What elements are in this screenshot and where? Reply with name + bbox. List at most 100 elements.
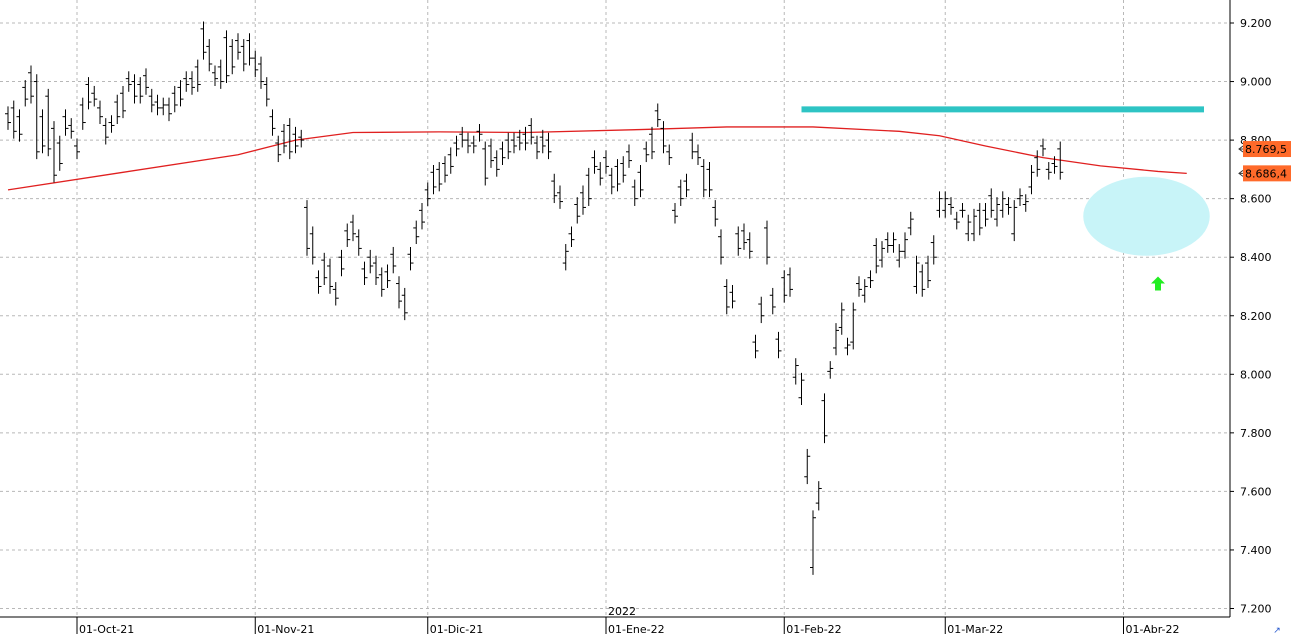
ohlc-bar — [212, 65, 218, 86]
ohlc-bar — [568, 226, 575, 247]
ohlc-bar — [867, 270, 874, 288]
ohlc-bar — [200, 21, 207, 60]
ohlc-bar — [68, 118, 75, 139]
ohlc-bar — [815, 481, 822, 511]
ohlc-bar — [913, 255, 920, 294]
ohlc-bar — [838, 302, 845, 335]
x-axis-labels: 01-Oct-21 01-Nov-21 01-Dic-21 01-Ene-22 2022… — [79, 605, 1180, 636]
ohlc-bar — [321, 252, 328, 286]
ohlc-bar — [390, 246, 397, 274]
ohlc-bar — [1051, 156, 1058, 174]
ohlc-bar — [746, 232, 753, 259]
ohlc-bar — [183, 71, 190, 92]
ohlc-bar — [539, 129, 546, 154]
ohlc-bar — [125, 71, 132, 92]
up-arrow-icon — [1151, 276, 1165, 291]
ohlc-bar — [235, 33, 241, 60]
ohlc-bar — [810, 510, 816, 575]
ohlc-bar — [373, 255, 379, 286]
ohlc-bar — [919, 264, 926, 297]
ohlc-bar — [994, 197, 1000, 227]
ohlc-bar — [223, 30, 230, 84]
ohlc-bar — [79, 97, 86, 130]
ohlc-bar — [177, 80, 184, 107]
ohlc-bar — [879, 241, 885, 268]
ohlc-bar — [597, 162, 604, 186]
ohlc-bar — [545, 132, 552, 160]
ohlc-bar — [930, 235, 937, 265]
ohlc-bar — [873, 238, 880, 274]
ohlc-bar — [378, 267, 385, 297]
ohlc-bar — [764, 220, 770, 265]
ohlc-bar — [1028, 164, 1035, 195]
ohlc-bar — [453, 135, 460, 157]
ohlc-bar — [459, 126, 466, 148]
ohlc-bar — [562, 244, 569, 271]
y-axis-labels: 9.2009.0008.8008.6008.4008.2008.0007.800… — [1240, 17, 1272, 616]
ohlc-bar — [470, 135, 477, 154]
ohlc-bar — [419, 203, 425, 230]
ohlc-bar — [626, 144, 632, 168]
ohlc-bar — [654, 103, 661, 127]
moving-average-layer — [7, 126, 1187, 191]
x-tick-label: 01-Mar-22 — [947, 623, 1003, 636]
y-tick-label: 9.000 — [1240, 76, 1272, 89]
ohlc-bar — [367, 249, 374, 274]
ohlc-bar — [976, 203, 983, 236]
ohlc-bar — [85, 77, 92, 110]
ohlc-bar — [39, 109, 46, 154]
ohlc-bar — [114, 94, 121, 124]
year-label: 2022 — [608, 605, 636, 618]
price-bars — [5, 21, 1064, 575]
ohlc-bar — [1040, 138, 1046, 157]
ohlc-bar — [131, 74, 138, 104]
ohlc-bar — [551, 173, 558, 204]
ohlc-bar — [160, 97, 167, 116]
signal-arrow-layer — [1151, 276, 1165, 291]
ohlc-bar — [982, 203, 989, 227]
ohlc-bar — [752, 334, 759, 359]
consolidation-zone — [1083, 176, 1210, 256]
y-tick-label: 7.200 — [1240, 603, 1272, 616]
ohlc-bar — [798, 372, 805, 406]
ohlc-bar — [148, 88, 155, 113]
ohlc-bar — [309, 226, 316, 265]
ohlc-bar — [28, 65, 34, 104]
ohlc-bar — [729, 285, 736, 309]
ohlc-bar — [580, 185, 586, 215]
ohlc-bar — [741, 223, 747, 250]
ohlc-bar — [436, 162, 443, 192]
ohlc-bar — [821, 393, 828, 444]
ohlc-bar — [327, 258, 333, 294]
ohlc-bar — [166, 97, 172, 122]
x-tick-label: 01-Feb-22 — [786, 623, 841, 636]
x-tick-label: 01-Dic-21 — [430, 623, 484, 636]
ohlc-bar — [677, 179, 684, 206]
ohlc-bar — [424, 182, 431, 206]
ohlc-bar — [965, 214, 972, 242]
chart-settings-icon[interactable]: ↗ — [1273, 626, 1281, 636]
ohlc-bar — [56, 135, 63, 171]
ohlc-bar — [275, 135, 282, 163]
y-tick-label: 7.800 — [1240, 427, 1272, 440]
ohlc-bar — [476, 123, 483, 142]
ohlc-bar — [1045, 162, 1052, 180]
y-tick-label: 9.200 — [1240, 17, 1272, 30]
ohlc-bar — [120, 85, 126, 119]
ohlc-bar — [292, 126, 299, 154]
ohlc-bar — [171, 85, 178, 113]
ohlc-bar — [252, 50, 259, 78]
ohlc-bar — [971, 208, 977, 242]
ohlc-bar — [953, 211, 960, 230]
x-tick-label: 01-Nov-21 — [257, 623, 314, 636]
ohlc-bar — [361, 261, 368, 286]
ohlc-bar — [850, 302, 857, 350]
ohlc-bar — [637, 164, 644, 198]
ohlc-bar — [108, 115, 115, 133]
ohlc-bar — [700, 159, 707, 198]
ohlc-bar — [206, 39, 213, 72]
consolidation-ellipse — [1083, 176, 1210, 256]
ohlc-bar — [959, 203, 966, 218]
ohlc-bar — [10, 100, 17, 139]
